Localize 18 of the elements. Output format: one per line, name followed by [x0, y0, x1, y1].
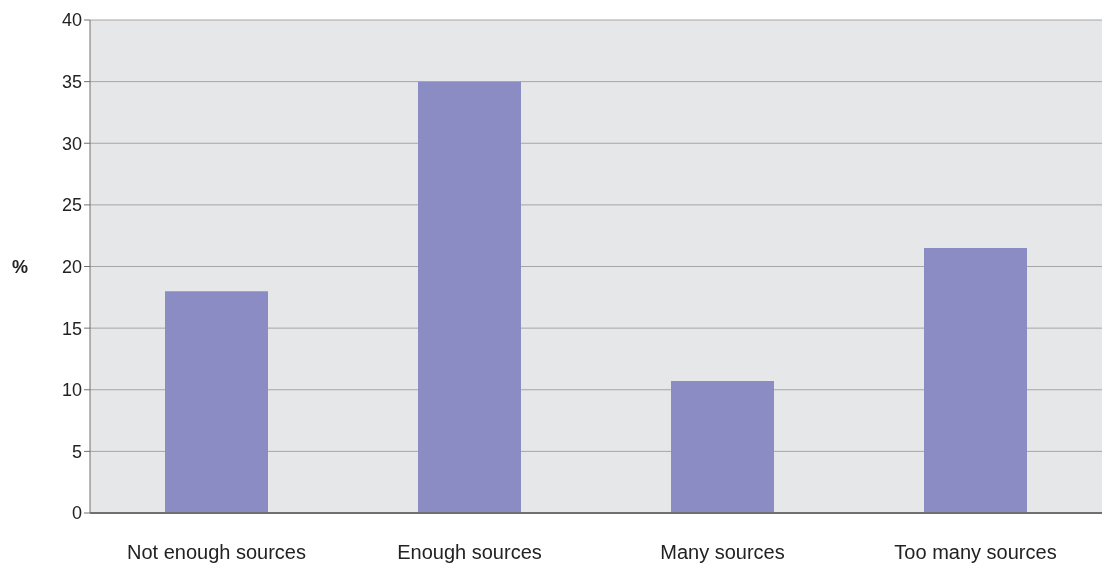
- bar: [671, 381, 774, 513]
- y-tick-label: 25: [61, 195, 82, 216]
- x-tick-label: Many sources: [660, 541, 785, 564]
- y-tick-label: 40: [61, 10, 82, 31]
- x-tick-label: Enough sources: [397, 541, 542, 564]
- y-tick-label: 0: [71, 503, 82, 524]
- x-tick-label: Too many sources: [894, 541, 1057, 564]
- x-tick-label: Not enough sources: [126, 541, 307, 564]
- y-tick-label: 30: [61, 133, 82, 154]
- y-tick-label: 20: [61, 256, 82, 277]
- bar: [924, 248, 1027, 513]
- y-tick-label: 5: [71, 441, 82, 462]
- bar: [418, 81, 521, 513]
- y-tick-label: 35: [61, 72, 82, 93]
- y-tick-label: 15: [61, 318, 82, 339]
- y-tick-label: 10: [61, 380, 82, 401]
- y-axis-title: %: [12, 256, 29, 277]
- bar: [165, 291, 268, 513]
